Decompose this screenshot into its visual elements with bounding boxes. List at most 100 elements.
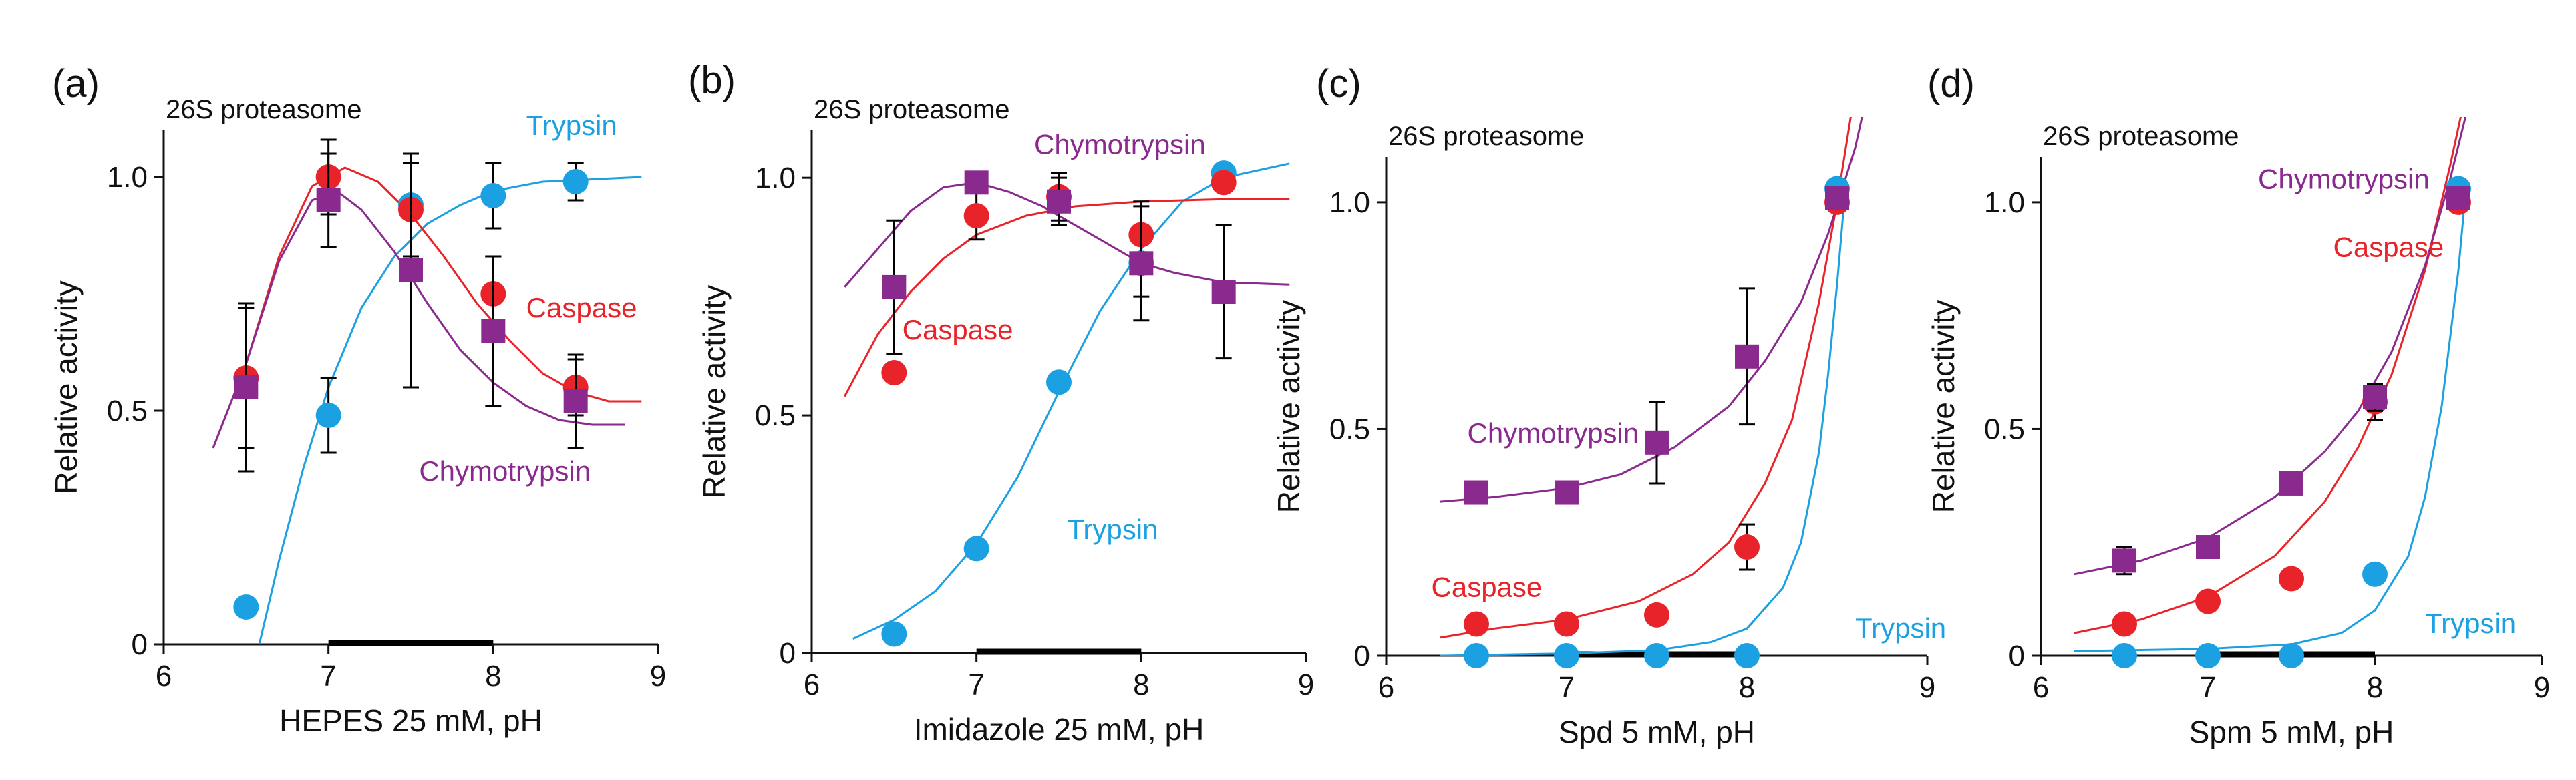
x-tick-label: 9 [1919,671,1935,704]
y-tick-label: 0 [132,628,148,661]
y-tick-label: 0.5 [1984,413,2025,445]
data-point-chymotrypsin [1825,186,1849,210]
data-point-caspase [1211,170,1237,196]
x-axis-label: Spd 5 mM, pH [1559,715,1755,749]
series-label-chymotrypsin: Chymotrypsin [2258,164,2430,195]
fit-curve-chymotrypsin [844,181,1290,288]
data-point-trypsin [562,169,589,194]
panel-label: (d) [1927,62,1975,106]
panel-a: (a) 26S proteasome 6 7 8 9 0 0.5 1.0 HEPES 25 mM,… [49,62,666,738]
panel-b: (b) 26S proteasome 6 7 8 9 0 0.5 1.0 Imidazole 25… [688,59,1314,747]
x-tick-label: 7 [2200,671,2216,704]
x-tick-label: 6 [1378,671,1394,704]
y-tick-label: 0 [1354,640,1370,672]
data-point-chymotrypsin [2446,186,2470,210]
x-tick-label: 9 [1298,668,1314,701]
x-tick-label: 6 [156,660,172,693]
data-point-caspase [963,203,989,229]
y-tick-label: 1.0 [1329,186,1370,219]
chart-title: 26S proteasome [1388,122,1585,151]
y-axis-label: Relative activity [1271,300,1306,514]
data-point-trypsin [2112,643,2137,668]
y-tick-label: 1.0 [107,161,148,194]
x-tick-label: 7 [320,660,336,693]
data-point-chymotrypsin [1555,480,1579,505]
data-point-trypsin [1734,643,1760,668]
x-axis-label: Imidazole 25 mM, pH [914,712,1204,747]
data-point-trypsin [1046,369,1072,395]
y-tick-label: 1.0 [1984,186,2025,219]
data-point-trypsin [881,621,907,647]
x-tick-label: 7 [968,668,984,701]
data-point-caspase [2195,588,2221,614]
x-tick-label: 6 [2033,671,2049,704]
series-label-chymotrypsin: Chymotrypsin [419,455,591,487]
y-tick-label: 1.0 [755,162,796,194]
fit-curve-trypsin [258,176,642,644]
data-point-chymotrypsin [399,258,423,282]
x-tick-label: 8 [485,660,501,693]
x-tick-label: 8 [2367,671,2383,704]
series-label-caspase: Caspase [2333,231,2444,262]
data-point-chymotrypsin [563,389,588,413]
panel-label: (b) [688,59,736,102]
x-axis-label: Spm 5 mM, pH [2189,715,2394,749]
series-label-trypsin: Trypsin [1067,514,1158,545]
series-label-caspase: Caspase [1432,572,1543,603]
panel-label: (a) [52,62,100,106]
fit-curve-caspase [1440,117,1852,639]
data-point-caspase [1644,602,1669,628]
y-tick-label: 0.5 [107,395,148,427]
series-label-chymotrypsin: Chymotrypsin [1034,129,1206,160]
chart-title: 26S proteasome [814,95,1010,124]
x-tick-label: 9 [650,660,666,693]
series-label-trypsin: Trypsin [1855,612,1946,644]
fit-curve-caspase [2074,117,2462,634]
data-point-caspase [2112,611,2137,637]
data-point-caspase [1464,611,1489,637]
y-axis-label: Relative activity [697,285,732,499]
x-tick-label: 9 [2534,671,2550,704]
series-label-chymotrypsin: Chymotrypsin [1468,417,1639,449]
data-point-chymotrypsin [234,375,259,399]
x-tick-label: 6 [804,668,820,701]
data-point-caspase [1554,611,1579,637]
y-axis-label: Relative activity [49,280,84,494]
data-point-caspase [2279,566,2304,592]
y-axis-label: Relative activity [1926,300,1961,514]
chart-title: 26S proteasome [2043,122,2239,151]
series-label-trypsin: Trypsin [526,110,617,141]
x-axis-label: HEPES 25 mM, pH [279,703,542,738]
data-point-chymotrypsin [1645,430,1669,455]
data-point-trypsin [1464,643,1489,668]
panel-d: (d) 26S proteasome 6 7 8 9 0 0.5 1.0 Spm 5 mM, pH… [1926,62,2550,749]
data-point-chymotrypsin [1735,344,1759,369]
data-point-chymotrypsin [1211,280,1236,305]
data-point-chymotrypsin [1464,480,1488,505]
panel-c: (c) 26S proteasome 6 7 8 9 0 0.5 1.0 Spd 5 mM, pH… [1271,62,1946,749]
data-point-caspase [881,360,907,386]
data-point-chymotrypsin [481,319,506,343]
data-point-chymotrypsin [316,188,341,212]
series-label-caspase: Caspase [903,314,1013,345]
series-label-caspase: Caspase [526,292,637,323]
data-point-caspase [1734,534,1760,560]
data-point-chymotrypsin [2112,548,2136,573]
x-tick-label: 8 [1739,671,1755,704]
data-point-chymotrypsin [1047,189,1071,214]
data-point-trypsin [480,183,506,208]
data-point-chymotrypsin [964,170,989,195]
data-point-chymotrypsin [2363,385,2387,409]
data-point-trypsin [1644,643,1669,668]
y-tick-label: 0.5 [1329,413,1370,445]
data-point-trypsin [1554,643,1579,668]
y-tick-label: 0 [2009,640,2025,672]
fit-curve-chymotrypsin [2074,117,2467,576]
chart-title: 26S proteasome [166,95,362,124]
data-point-trypsin [315,403,341,428]
series-label-trypsin: Trypsin [2425,608,2516,639]
y-tick-label: 0 [780,637,796,670]
data-point-trypsin [2279,643,2304,668]
data-point-trypsin [963,536,989,562]
